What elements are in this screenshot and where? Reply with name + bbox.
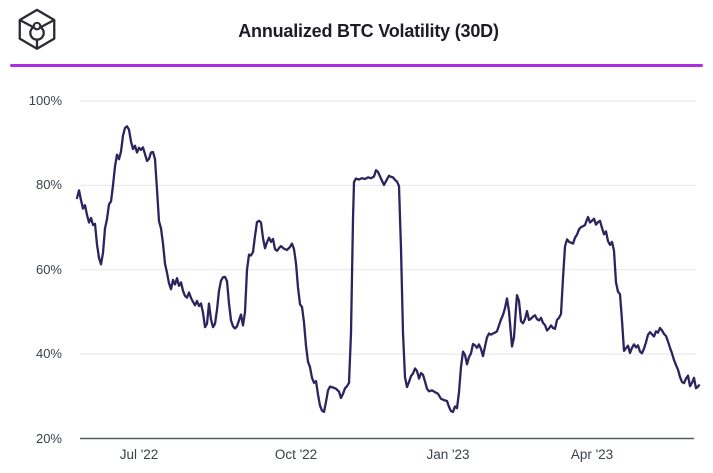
y-tick-label: 80% <box>35 177 62 193</box>
y-tick-label: 60% <box>35 261 62 277</box>
y-tick-label: 100% <box>28 93 62 108</box>
x-tick-label: Oct '22 <box>274 447 318 462</box>
x-tick-label: Jan '23 <box>426 447 470 462</box>
the-block-cube-logo-icon <box>18 8 56 50</box>
volatility-series-line <box>75 125 701 414</box>
y-tick-label: 40% <box>35 346 62 362</box>
chart-title: Annualized BTC Volatility (30D) <box>238 21 499 41</box>
x-tick-label: Apr '23 <box>570 447 614 462</box>
header: Annualized BTC Volatility (30D) <box>0 0 713 64</box>
x-tick-label: Jul '22 <box>119 447 159 462</box>
header-divider <box>10 64 703 67</box>
y-tick-label: 20% <box>35 430 62 446</box>
